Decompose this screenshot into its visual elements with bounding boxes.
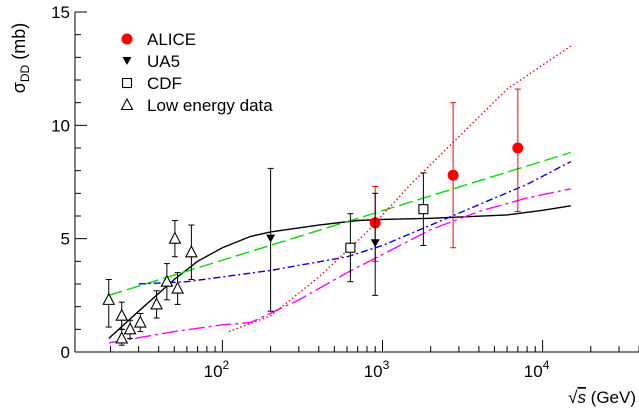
- legend: ALICE UA5 CDF Low energy data: [120, 30, 273, 115]
- data-points: [102, 88, 524, 346]
- low-energy-data-point: [133, 315, 147, 328]
- x-axis-label-unit: (GeV): [586, 388, 636, 407]
- low-energy-data-point: [184, 245, 198, 258]
- y-axis-label-symbol: σ: [9, 82, 29, 93]
- low-energy-data-point: [150, 297, 164, 310]
- cdf-point: [345, 242, 356, 253]
- ua5-point: [266, 234, 276, 243]
- legend-marker-ua5: [122, 57, 132, 65]
- low-energy-data-point: [168, 231, 182, 244]
- low-energy-data-point: [123, 322, 137, 335]
- y-axis-label-subscript: DD: [18, 64, 32, 82]
- y-tick-label: 10: [51, 116, 70, 135]
- legend-marker-cdf: [121, 77, 133, 89]
- cdf-point: [418, 204, 429, 215]
- legend-label-low-energy-data: Low energy data: [147, 96, 273, 115]
- y-tick-label: 0: [61, 343, 70, 362]
- low-energy-data-point: [115, 331, 129, 344]
- y-tick-label: 15: [51, 3, 70, 22]
- x-axis-label: √s (GeV): [568, 388, 636, 407]
- plot-frame: 0 5 10 15 102 103 104: [51, 3, 639, 381]
- legend-marker-low-energy-data: [120, 97, 134, 111]
- legend-label-cdf: CDF: [147, 74, 182, 93]
- legend-label-ua5: UA5: [147, 52, 180, 71]
- low-energy-data-point: [115, 308, 129, 321]
- low-energy-data-point: [171, 281, 185, 294]
- model-curve-2: [108, 151, 572, 296]
- model-curve-4: [108, 188, 571, 344]
- legend-label-alice: ALICE: [147, 30, 196, 49]
- model-curve-3: [138, 160, 572, 285]
- x-tick-label: 102: [204, 358, 230, 381]
- model-curve-1: [108, 205, 571, 339]
- legend-marker-alice: [121, 33, 133, 45]
- low-energy-data-point: [160, 274, 174, 287]
- y-tick-label: 5: [61, 230, 70, 249]
- ua5-point: [370, 239, 380, 248]
- alice-point: [447, 169, 459, 181]
- model-curves: [108, 45, 572, 344]
- low-energy-data-point: [102, 292, 116, 305]
- x-tick-label: 104: [524, 358, 550, 381]
- alice-point: [512, 142, 524, 154]
- model-curve-5: [228, 45, 572, 333]
- y-axis-label: σDD (mb): [9, 23, 32, 93]
- x-axis-label-root: √: [568, 388, 578, 407]
- x-axis-label-variable: s: [577, 388, 586, 407]
- x-tick-label: 103: [364, 358, 390, 381]
- y-axis-label-unit: (mb): [9, 23, 29, 65]
